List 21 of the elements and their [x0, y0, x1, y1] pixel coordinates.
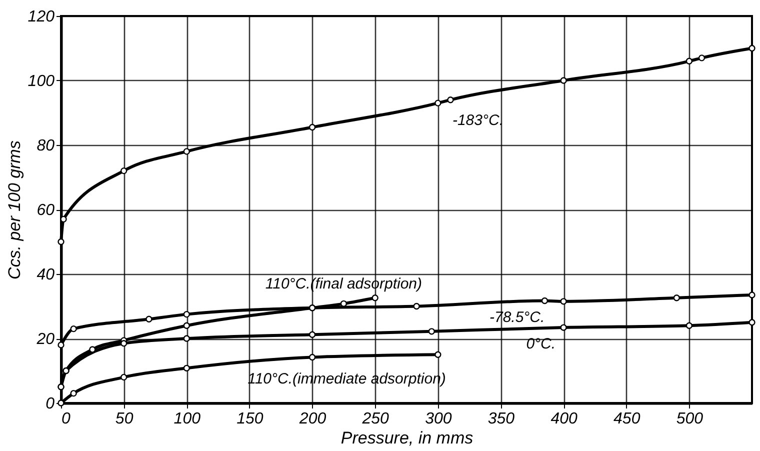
y-tick-label: 100 — [28, 73, 55, 90]
x-tick-label: 500 — [676, 410, 704, 428]
x-tick-label: 350 — [488, 410, 515, 428]
x-axis-title: Pressure, in mms — [340, 428, 474, 448]
y-tick-label: 20 — [36, 331, 55, 348]
x-tick-label: 300 — [425, 410, 452, 428]
x-tick-label: 400 — [550, 410, 578, 428]
y-axis-title: Ccs. per 100 grms — [4, 140, 24, 280]
y-tick-label: 80 — [36, 138, 55, 154]
x-tick-label: 200 — [298, 410, 326, 428]
x-tick-label: 250 — [361, 410, 390, 428]
y-tick-label: 0 — [46, 396, 55, 412]
y-tick-label: 60 — [36, 202, 55, 219]
x-tick-label: 50 — [115, 410, 134, 428]
series-label: 0°C. — [526, 336, 556, 353]
x-tick-label: 0 — [62, 410, 70, 428]
y-tick-label: 40 — [36, 266, 55, 284]
y-tick-label: 120 — [28, 8, 55, 26]
x-tick-label: 100 — [174, 410, 201, 428]
x-tick-label: 450 — [614, 410, 640, 428]
x-tick-label: 150 — [236, 410, 264, 428]
